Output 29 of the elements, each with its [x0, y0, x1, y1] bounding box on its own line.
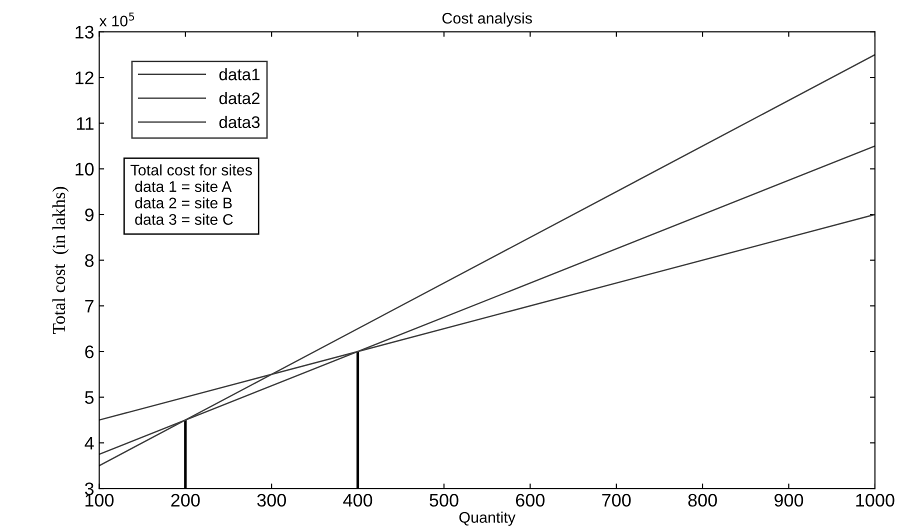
y-tick-label: 5 — [85, 391, 94, 404]
y-axis-title: Total cost (in lakhs) — [52, 186, 69, 334]
legend-label: data2 — [219, 92, 260, 104]
x-tick-label: 100 — [86, 494, 114, 507]
y-tick-label: 11 — [76, 117, 94, 130]
x-tick-label: 600 — [516, 494, 545, 507]
y-tick-label: 6 — [85, 345, 94, 358]
legend-label: data1 — [219, 68, 260, 80]
y-tick-label: 13 — [76, 26, 94, 39]
y-tick-label: 7 — [85, 300, 94, 312]
x-tick-label: 400 — [343, 494, 372, 507]
chart-title: Cost analysis — [442, 12, 532, 27]
y-tick-label: 8 — [85, 254, 94, 267]
annotation: Total cost for sites data 1 = site A data 2 = site B data 3 = site C — [130, 164, 252, 225]
y-tick-label: 3 — [85, 482, 94, 496]
x-axis-title: Quantity — [459, 512, 516, 526]
y-tick-label: 9 — [85, 208, 94, 222]
x-tick-label: 300 — [257, 494, 286, 507]
x-tick-label: 900 — [774, 494, 804, 507]
legend-label: data3 — [219, 116, 260, 128]
x-tick-label: 800 — [688, 494, 717, 507]
x-tick-label: 500 — [430, 494, 458, 507]
x-tick-label: 1000 — [856, 494, 894, 507]
x-tick-label: 700 — [602, 494, 631, 507]
text: x 10$^{5}$ — [99, 12, 134, 26]
y-tick-label: 12 — [76, 71, 94, 84]
y-tick-label: 10 — [76, 162, 94, 176]
y-tick-label: 4 — [84, 436, 94, 450]
x-tick-label: 200 — [171, 494, 200, 507]
